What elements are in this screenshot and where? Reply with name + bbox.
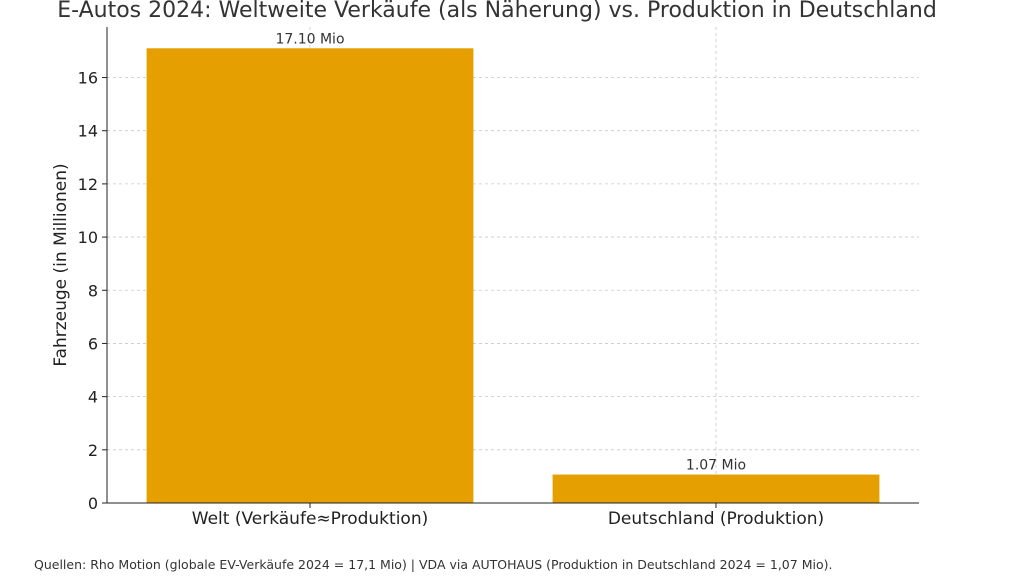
y-ticks: 0 2 4 6 8 10 12 14 16: [78, 69, 107, 513]
chart-title: E-Autos 2024: Weltweite Verkäufe (als Nä…: [57, 0, 937, 23]
data-label: 1.07 Mio: [686, 458, 746, 474]
x-category-label: Welt (Verkäufe≈Produktion): [192, 509, 428, 529]
y-tick-label: 8: [88, 281, 98, 300]
axes: [106, 27, 919, 504]
data-label: 17.10 Mio: [275, 31, 344, 47]
y-tick-label: 4: [88, 388, 98, 407]
x-category-labels: Welt (Verkäufe≈Produktion) Deutschland (P…: [192, 503, 824, 529]
y-tick-label: 2: [88, 441, 98, 460]
y-axis-label: Fahrzeuge (in Millionen): [51, 163, 71, 366]
bar-deutschland: [552, 474, 880, 503]
y-tick-label: 12: [78, 175, 98, 194]
y-tick-label: 0: [88, 494, 98, 513]
y-tick-label: 14: [78, 122, 98, 141]
y-tick-label: 10: [78, 228, 98, 247]
x-category-label: Deutschland (Produktion): [608, 509, 824, 529]
y-tick-label: 6: [88, 334, 98, 353]
bar-welt: [146, 48, 474, 503]
source-note: Quellen: Rho Motion (globale EV-Verkäufe…: [34, 557, 833, 572]
bars: [146, 48, 880, 503]
y-tick-label: 16: [78, 69, 98, 88]
data-labels: 17.10 Mio 1.07 Mio: [275, 31, 746, 473]
